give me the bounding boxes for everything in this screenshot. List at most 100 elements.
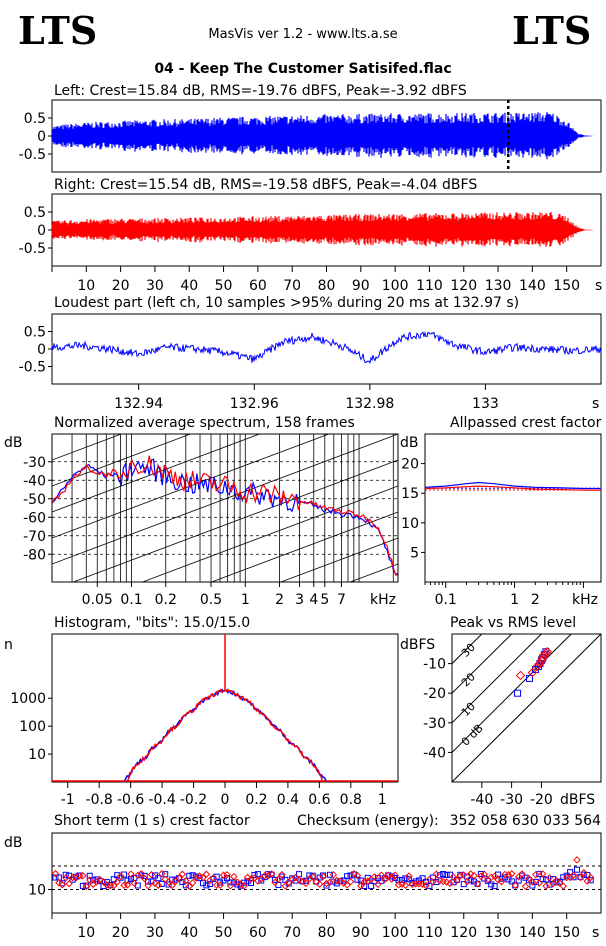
short-term-point-red <box>360 878 368 886</box>
short-term-point-red <box>339 879 348 887</box>
histogram-plot: 1000 100 10 -1 -0.8 -0.6 -0.4 -0.2 0 0.2 0.4 0.6 0.8… <box>10 633 399 808</box>
short-term-point-red <box>473 880 482 888</box>
short-term-point-blue <box>100 883 107 890</box>
short-term-point-red <box>370 873 379 881</box>
short-term-point-red <box>508 870 516 878</box>
short-term-point-red <box>394 881 403 889</box>
short-term-point-blue <box>237 882 244 889</box>
short-term-point-blue <box>556 878 563 885</box>
short-term-point-red <box>573 856 581 864</box>
peak-rms-ytick-label: -10 <box>423 657 446 673</box>
histogram-xtick-label: -0.8 <box>86 792 113 808</box>
short-term-point-red <box>353 871 362 880</box>
histogram-xtick-label: 0.6 <box>308 792 330 808</box>
spectrum-xtick-label: 0.5 <box>200 592 222 608</box>
short-term-xtick-label: 70 <box>283 925 301 941</box>
short-term-point-red <box>429 878 437 886</box>
spectrum-slope-line <box>141 485 398 582</box>
histogram-xtick-label: 1 <box>378 792 387 808</box>
spectrum-xlabel: kHz <box>370 592 396 608</box>
checksum-value: 352 058 630 033 564 <box>450 813 602 829</box>
spectrum-xtick-label: 0.2 <box>155 592 177 608</box>
short-term-point-red <box>267 870 276 878</box>
short-term-point-blue <box>488 881 495 888</box>
spectrum-series-red <box>52 455 398 576</box>
spectrum-xtick-label: 2 <box>275 592 284 608</box>
histogram-xtick-label: -0.4 <box>148 792 175 808</box>
short-term-point-red <box>192 874 200 882</box>
short-term-point-blue <box>440 871 447 878</box>
short-term-point-red <box>576 873 585 882</box>
short-term-point-red <box>312 878 320 886</box>
right-waveform-xtick-label: 140 <box>519 278 546 294</box>
short-term-point-red <box>538 870 547 878</box>
spectrum-title: Normalized average spectrum, 158 frames <box>54 415 355 431</box>
peak-rms-ytick-label: -30 <box>423 716 446 732</box>
short-term-point-red <box>151 879 159 887</box>
short-term-point-red <box>322 879 331 888</box>
spectrum-xtick-label: 0.1 <box>120 592 142 608</box>
short-term-point-red <box>240 882 248 890</box>
file-title: 04 - Keep The Customer Satisifed.flac <box>154 61 451 77</box>
short-term-point-blue <box>344 873 351 880</box>
crest-xtick-label: 0.1 <box>435 592 457 608</box>
short-term-point-red <box>298 877 307 886</box>
right-waveform-xtick-label: 10 <box>77 278 95 294</box>
peak-rms-point-red <box>515 670 526 681</box>
spectrum-slope-line <box>52 252 398 382</box>
peak-rms-ytick-label: -40 <box>423 745 446 761</box>
short-term-point-blue <box>258 877 265 884</box>
allpassed-crest-title: Allpassed crest factor <box>450 415 602 431</box>
peak-rms-point-blue <box>525 674 533 682</box>
short-term-point-red <box>363 877 372 885</box>
short-term-point-red <box>295 876 303 884</box>
short-term-point-blue <box>405 876 412 883</box>
short-term-point-red <box>580 868 588 877</box>
peak-rms-frame <box>451 633 602 783</box>
peak-rms-ylabel: dBFS <box>400 637 435 653</box>
short-term-point-red <box>586 873 595 882</box>
right-waveform-signal <box>51 212 594 247</box>
short-term-xtick-label: 150 <box>553 925 580 941</box>
peak-rms-xtick-label: -30 <box>500 792 523 808</box>
short-term-point-blue <box>86 872 93 879</box>
short-term-point-red <box>291 873 300 882</box>
short-term-point-blue <box>536 871 543 878</box>
right-waveform-xtick-label: 60 <box>249 278 267 294</box>
loudest-xtick-label: 133 <box>472 396 499 412</box>
peak-rms-diagonal <box>452 634 512 694</box>
spectrum-slope-line <box>52 148 398 278</box>
short-term-point-red <box>315 880 324 888</box>
short-term-point-blue <box>467 877 474 884</box>
short-term-point-red <box>175 874 183 882</box>
short-term-point-red <box>158 870 166 878</box>
histogram-xtick-label: 0 <box>221 792 230 808</box>
short-term-point-blue <box>193 873 200 880</box>
short-term-point-red <box>545 874 554 882</box>
short-term-point-red <box>86 876 94 884</box>
short-term-xtick-label: 20 <box>112 925 130 941</box>
left-waveform-title: Left: Crest=15.84 dB, RMS=-19.76 dBFS, P… <box>54 83 467 99</box>
short-term-point-blue <box>97 878 104 885</box>
short-term-point-red <box>230 872 238 881</box>
short-term-point-red <box>446 879 454 888</box>
short-term-point-blue <box>117 874 124 881</box>
short-term-xtick-label: 120 <box>450 925 477 941</box>
short-term-point-blue <box>213 873 220 880</box>
short-term-point-blue <box>223 875 230 882</box>
peak-rms-diagonal <box>452 634 483 664</box>
allpassed-xlabel: kHz <box>572 592 598 608</box>
short-term-point-blue <box>227 879 234 886</box>
short-term-point-red <box>535 879 543 887</box>
short-term-point-blue <box>477 870 484 877</box>
right-waveform-ytick-label: 0.5 <box>24 205 46 221</box>
short-term-point-red <box>453 876 461 885</box>
short-term-point-blue <box>529 882 536 889</box>
left-waveform-ytick-label: 0.5 <box>24 111 46 127</box>
short-term-point-red <box>559 882 567 890</box>
short-term-point-red <box>391 871 399 879</box>
short-term-point-red <box>137 869 145 878</box>
right-waveform-xtick-label: 70 <box>283 278 301 294</box>
short-term-point-blue <box>203 882 210 889</box>
loudest-xtick-label: 132.94 <box>114 396 163 412</box>
